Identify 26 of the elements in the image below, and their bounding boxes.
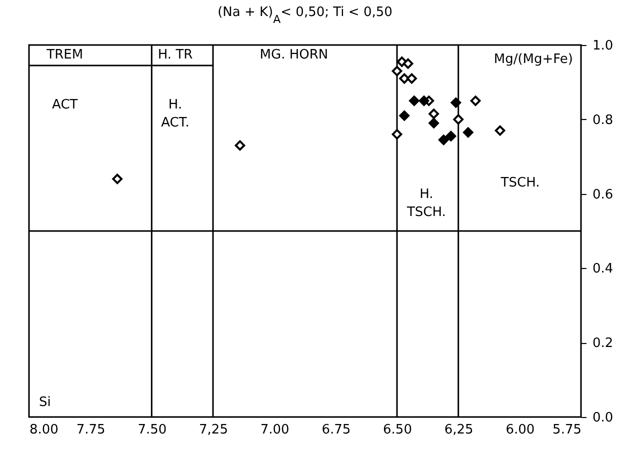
annotation: ACT	[52, 98, 78, 113]
x-tick-label: 6.50	[383, 422, 412, 438]
annotation: H. TR	[158, 47, 193, 62]
x-tick-label: 7,25	[199, 422, 228, 438]
y-tick-label: 0.0	[592, 410, 614, 426]
annotation: H. TSCH.	[406, 186, 446, 220]
x-tick-label: 7.75	[76, 422, 106, 438]
y-tick-label: 0.8	[592, 112, 614, 128]
y-tick-label: 1.0	[592, 38, 614, 54]
x-tick-label: 7.00	[260, 422, 290, 438]
x-tick-label: 7.50	[138, 422, 167, 438]
x-axis-title: Si	[39, 395, 51, 410]
x-tick-label: 6.75	[322, 422, 351, 438]
y-tick-label: 0.2	[592, 336, 614, 352]
x-tick-label: 6.00	[506, 422, 535, 438]
y-axis-title: Mg/(Mg+Fe)	[494, 52, 573, 67]
annotation: MG. HORN	[260, 47, 328, 62]
annotation: TSCH.	[500, 176, 540, 191]
x-tick-label: 6,25	[444, 422, 474, 438]
x-tick-label: 5.75	[552, 422, 582, 438]
y-tick-label: 0.6	[592, 187, 614, 202]
annotation: TREM	[46, 47, 84, 62]
x-tick-label: 8.00	[30, 422, 58, 438]
annotation: H. ACT.	[161, 98, 190, 131]
y-tick-label: 0.4	[592, 262, 614, 277]
chart-title: (Na + K)$_{A}$< 0,50; Ti < 0,50	[218, 5, 392, 26]
